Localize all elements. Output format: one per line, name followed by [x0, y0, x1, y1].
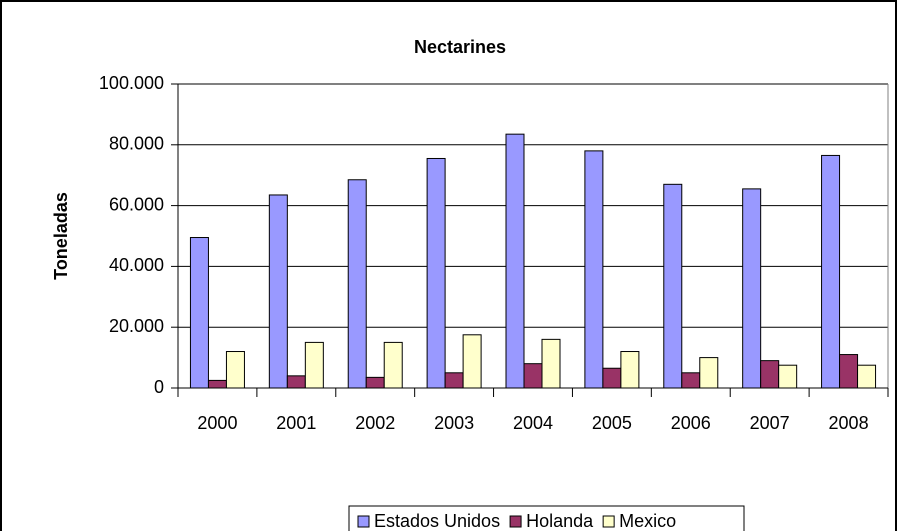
- bar: [602, 367, 622, 389]
- bar: [347, 179, 367, 389]
- y-tick-label: 40.000: [109, 255, 164, 275]
- y-tick-label: 100.000: [99, 73, 164, 93]
- x-tick-label: 2006: [671, 413, 711, 433]
- bar: [839, 354, 859, 389]
- bar: [778, 364, 798, 389]
- bar: [207, 379, 227, 389]
- legend-swatch: [509, 515, 522, 528]
- bar: [699, 357, 719, 389]
- bar: [225, 351, 245, 389]
- x-tick-label: 2007: [750, 413, 790, 433]
- bar: [541, 338, 561, 389]
- legend-label: Mexico: [619, 511, 676, 531]
- bar: [742, 188, 762, 389]
- x-tick-label: 2004: [513, 413, 553, 433]
- x-tick-label: 2005: [592, 413, 632, 433]
- bar: [760, 360, 780, 389]
- x-tick-label: 2002: [355, 413, 395, 433]
- legend-swatch: [602, 515, 615, 528]
- y-axis-label: Toneladas: [51, 192, 71, 280]
- bar: [857, 364, 877, 389]
- bar: [821, 154, 841, 389]
- y-tick-label: 80.000: [109, 134, 164, 154]
- x-tick-label: 2000: [197, 413, 237, 433]
- bar: [189, 237, 209, 389]
- bar: [462, 334, 482, 389]
- bar: [383, 341, 403, 389]
- bar: [268, 194, 288, 389]
- bar: [663, 183, 683, 389]
- x-tick-label: 2001: [276, 413, 316, 433]
- x-tick-label: 2003: [434, 413, 474, 433]
- chart-title: Nectarines: [414, 37, 506, 57]
- legend-label: Estados Unidos: [374, 511, 500, 531]
- bar: [620, 351, 640, 389]
- bar: [426, 157, 446, 389]
- y-tick-label: 20.000: [109, 316, 164, 336]
- y-tick-label: 60.000: [109, 194, 164, 214]
- legend-label: Holanda: [526, 511, 594, 531]
- legend-swatch: [357, 515, 370, 528]
- y-tick-label: 0: [154, 377, 164, 397]
- bar: [523, 363, 543, 389]
- bar: [444, 372, 464, 389]
- bar: [304, 341, 324, 389]
- legend-box: [348, 505, 745, 531]
- bar: [365, 376, 385, 389]
- x-tick-label: 2008: [829, 413, 869, 433]
- bar: [286, 375, 306, 389]
- bar: [681, 372, 701, 389]
- bar: [505, 133, 525, 389]
- bar: [584, 150, 604, 389]
